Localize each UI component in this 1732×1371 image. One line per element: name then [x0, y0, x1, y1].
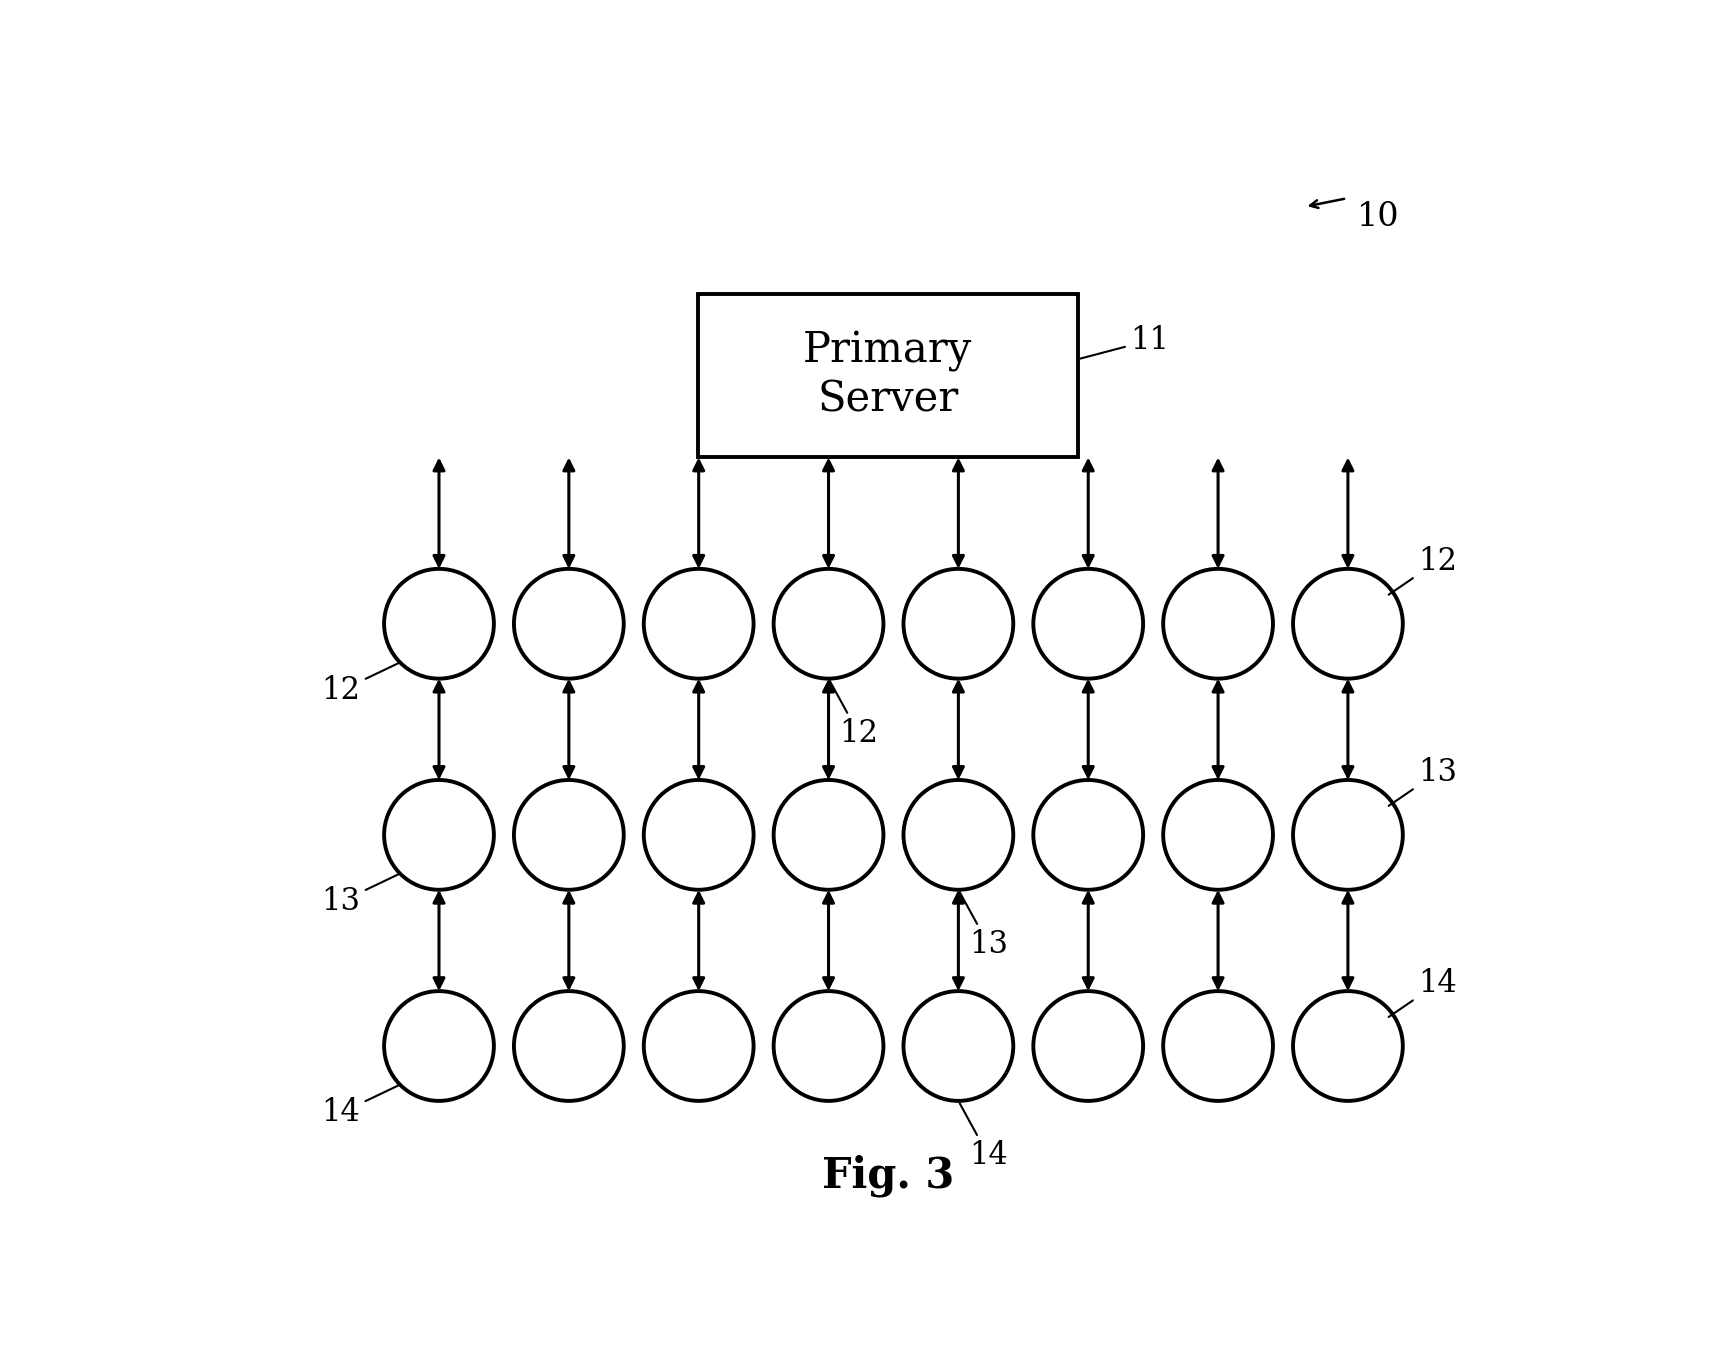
- Circle shape: [1164, 569, 1273, 679]
- Circle shape: [904, 780, 1013, 890]
- Text: 10: 10: [1358, 202, 1399, 233]
- Text: 12: 12: [322, 664, 398, 706]
- Text: 11: 11: [1081, 325, 1169, 359]
- Bar: [698, 293, 1077, 458]
- Circle shape: [644, 780, 753, 890]
- Circle shape: [514, 780, 624, 890]
- Circle shape: [1294, 569, 1403, 679]
- Circle shape: [385, 569, 494, 679]
- Text: 13: 13: [1389, 757, 1457, 806]
- Circle shape: [1294, 991, 1403, 1101]
- Text: 14: 14: [1389, 968, 1457, 1017]
- Text: 12: 12: [1389, 546, 1457, 595]
- Circle shape: [385, 991, 494, 1101]
- Circle shape: [904, 569, 1013, 679]
- Circle shape: [644, 991, 753, 1101]
- Text: 13: 13: [322, 875, 398, 917]
- Circle shape: [385, 780, 494, 890]
- Circle shape: [774, 780, 883, 890]
- Circle shape: [1034, 991, 1143, 1101]
- Circle shape: [644, 569, 753, 679]
- Circle shape: [1164, 780, 1273, 890]
- Text: 14: 14: [960, 1104, 1008, 1171]
- Circle shape: [774, 569, 883, 679]
- Text: 14: 14: [322, 1086, 398, 1128]
- Circle shape: [1164, 991, 1273, 1101]
- Circle shape: [1034, 569, 1143, 679]
- Circle shape: [1294, 780, 1403, 890]
- Circle shape: [904, 991, 1013, 1101]
- Text: Fig. 3: Fig. 3: [821, 1154, 954, 1197]
- Text: 12: 12: [830, 681, 878, 749]
- Circle shape: [514, 991, 624, 1101]
- Circle shape: [514, 569, 624, 679]
- Text: 13: 13: [960, 893, 1008, 960]
- Text: Primary
Server: Primary Server: [804, 330, 972, 421]
- Circle shape: [774, 991, 883, 1101]
- Circle shape: [1034, 780, 1143, 890]
